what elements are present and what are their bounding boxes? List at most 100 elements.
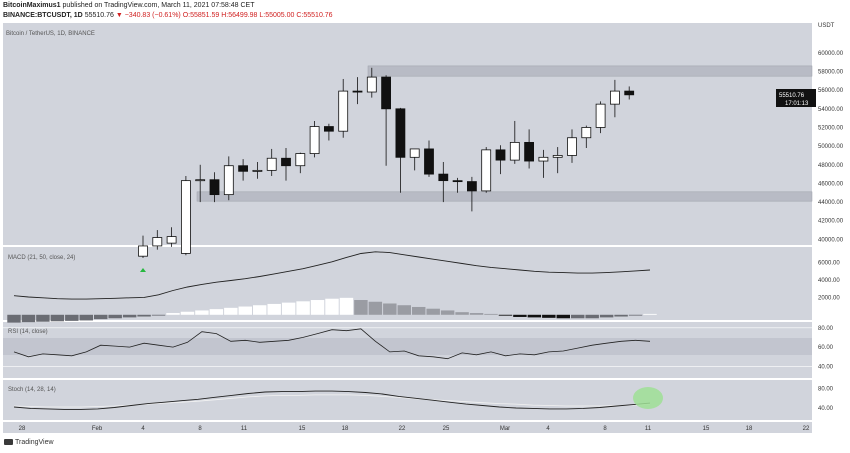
price-tag: 55510.76 17:01:13	[776, 89, 816, 107]
bull-candle	[195, 179, 206, 182]
bear-candle	[624, 90, 635, 96]
chart-header: BitcoinMaximus1 published on TradingView…	[0, 0, 850, 22]
stoch-tick-label: 40.00	[818, 406, 834, 412]
bear-candle	[381, 76, 392, 110]
macd-histogram-bar	[383, 303, 397, 315]
price-tick-label: 40000.00	[818, 237, 844, 243]
bear-candle	[438, 173, 449, 182]
macd-tick-label: 6000.00	[818, 261, 840, 267]
rsi-tick-label: 40.00	[818, 364, 834, 370]
macd-histogram-bar	[339, 297, 354, 315]
macd-histogram-bar	[94, 314, 108, 320]
rsi-band	[3, 338, 812, 355]
rsi-label: RSI (14, close)	[8, 329, 48, 335]
symbol-line: BINANCE:BTCUSDT, 1D	[3, 12, 83, 19]
macd-histogram-bar	[65, 314, 79, 321]
macd-histogram-bar	[469, 313, 484, 315]
bull-candle	[538, 156, 549, 162]
time-tick-label: Feb	[92, 426, 103, 432]
macd-histogram-bar	[21, 314, 36, 323]
tradingview-logo: TradingView	[4, 439, 54, 446]
time-tick-label: 18	[746, 426, 753, 432]
macd-histogram-bar	[296, 301, 310, 315]
macd-histogram-bar	[556, 314, 570, 319]
macd-histogram-bar	[643, 313, 657, 315]
price-tick-label: 48000.00	[818, 163, 844, 169]
macd-histogram-bar	[354, 300, 368, 315]
change-value: ▼ −340.83 (−0.61%)	[115, 12, 181, 19]
time-tick-label: 22	[399, 426, 406, 432]
macd-histogram-bar	[513, 314, 527, 317]
time-tick-label: 22	[803, 426, 810, 432]
price-tick-label: 54000.00	[818, 107, 844, 113]
time-tick-label: 4	[546, 426, 550, 432]
bull-candle	[595, 103, 606, 128]
macd-histogram-bar	[484, 313, 498, 315]
price-tick-label: 60000.00	[818, 51, 844, 57]
macd-line	[13, 251, 651, 300]
price-tag-value: 55510.76	[779, 93, 805, 99]
stoch-d-line	[13, 394, 651, 408]
macd-histogram-bar	[209, 309, 224, 315]
macd-histogram-bar	[166, 313, 180, 315]
macd-label: MACD (21, 50, close, 24)	[8, 255, 75, 261]
macd-tick-label: 2000.00	[818, 295, 840, 301]
macd-histogram-bar	[267, 303, 281, 315]
macd-histogram-bar	[325, 298, 339, 315]
bear-candle	[466, 181, 477, 192]
macd-histogram-bar	[281, 302, 296, 315]
bull-candle	[366, 76, 377, 93]
price-tick-label: 50000.00	[818, 144, 844, 150]
price-tick-label: 46000.00	[818, 181, 844, 187]
pane-title: Bitcoin / TetherUS, 1D, BINANCE	[6, 31, 95, 37]
bull-candle	[552, 155, 563, 158]
rsi-tick-label: 80.00	[818, 326, 834, 332]
bull-candle	[223, 165, 234, 196]
bull-candle	[138, 245, 148, 257]
time-tick-label: 8	[198, 426, 202, 432]
macd-histogram-bar	[426, 308, 440, 315]
time-tick-label: 4	[141, 426, 145, 432]
bear-candle	[209, 179, 220, 196]
macd-histogram-bar	[108, 314, 122, 319]
macd-histogram-bar	[628, 314, 643, 316]
stoch-k-line	[13, 390, 651, 410]
rsi-tick-label: 60.00	[818, 345, 834, 351]
macd-histogram-bar	[224, 307, 238, 315]
bull-candle	[295, 153, 306, 167]
bear-candle	[323, 126, 334, 132]
currency-label: USDT	[818, 23, 835, 29]
time-tick-label: Mar	[500, 426, 510, 432]
stoch-pane	[3, 380, 812, 420]
bear-candle	[395, 108, 406, 158]
price-tick-label: 58000.00	[818, 70, 844, 76]
time-tick-label: 11	[645, 426, 652, 432]
time-tick-label: 15	[703, 426, 710, 432]
resistance-zone	[367, 65, 813, 77]
macd-histogram-bar	[527, 314, 542, 318]
macd-histogram-bar	[542, 314, 556, 318]
price-tick-label: 56000.00	[818, 88, 844, 94]
header-line-1: BitcoinMaximus1 published on TradingView…	[3, 2, 255, 9]
bull-candle	[266, 157, 277, 171]
author-name[interactable]: BitcoinMaximus1	[3, 2, 61, 9]
macd-histogram-bar	[397, 305, 411, 315]
bear-candle	[352, 90, 363, 93]
macd-histogram-bar	[585, 314, 599, 319]
macd-tick-label: 4000.00	[818, 278, 840, 284]
bull-candle	[409, 148, 420, 158]
bear-candle	[495, 149, 506, 161]
bull-candle	[610, 90, 620, 105]
ohlc-values: O:55851.59 H:56499.98 L:55005.00 C:55510…	[182, 12, 333, 19]
macd-histogram-bar	[412, 306, 426, 315]
bull-candle	[509, 141, 520, 161]
stoch-label: Stoch (14, 28, 14)	[8, 387, 56, 393]
macd-histogram-bar	[368, 301, 383, 315]
buy-signal-arrow	[140, 268, 146, 273]
published-text: published on TradingView.com, March 11, …	[62, 2, 255, 9]
macd-histogram-bar	[614, 314, 628, 317]
time-tick-label: 8	[603, 426, 607, 432]
bull-candle	[481, 149, 492, 192]
price-tag-timer: 17:01:13	[785, 101, 809, 107]
